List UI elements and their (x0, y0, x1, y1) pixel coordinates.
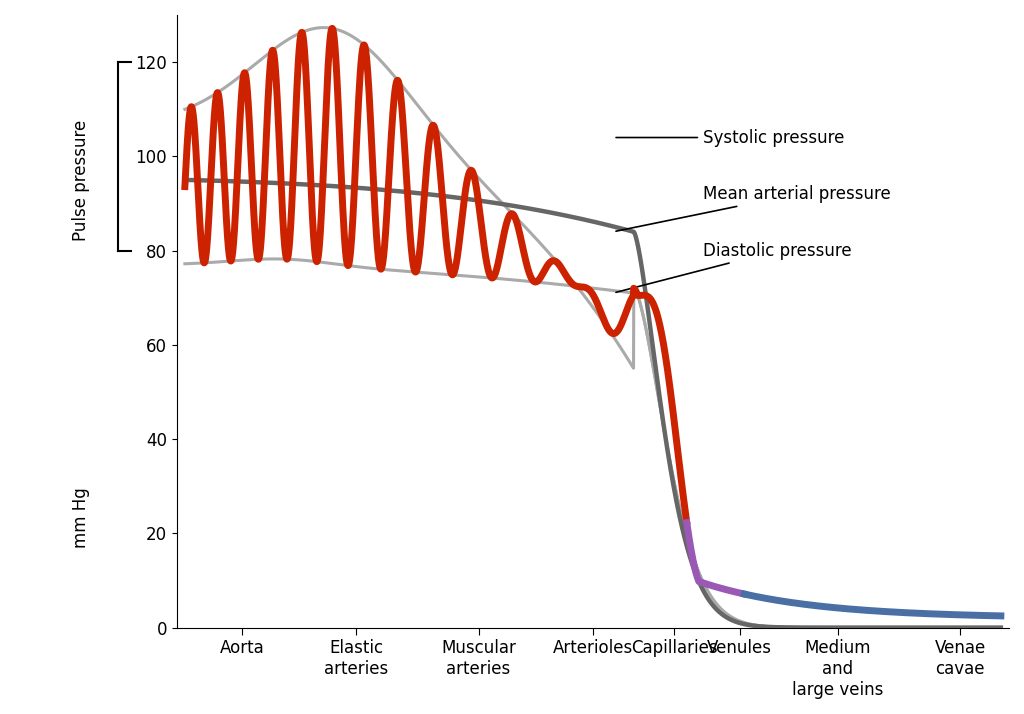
Text: Mean arterial pressure: Mean arterial pressure (616, 185, 891, 231)
Text: mm Hg: mm Hg (72, 487, 90, 548)
Text: Diastolic pressure: Diastolic pressure (616, 241, 852, 292)
Text: Systolic pressure: Systolic pressure (616, 129, 845, 146)
Text: Pulse pressure: Pulse pressure (72, 120, 90, 241)
